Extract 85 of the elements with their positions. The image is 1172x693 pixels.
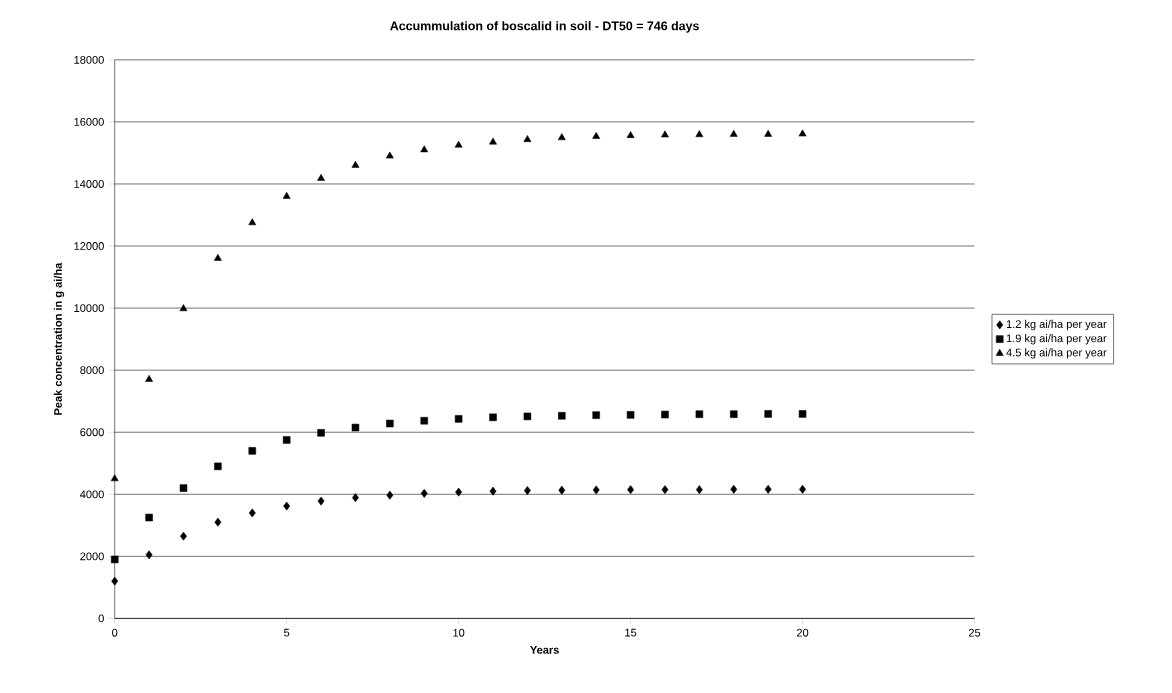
- x-tick-label: 25: [968, 628, 981, 637]
- point: [351, 423, 360, 432]
- point: [351, 160, 360, 168]
- point: [214, 253, 222, 261]
- point: [179, 304, 188, 311]
- point: [317, 496, 325, 506]
- point: [248, 447, 257, 455]
- point: [110, 555, 119, 564]
- point: [557, 133, 566, 140]
- point: [352, 493, 359, 503]
- legend-label: 1.2 kg ai/ha per year: [1006, 319, 1107, 331]
- point: [489, 137, 497, 145]
- point: [386, 419, 394, 428]
- y-tick-label: 18000: [74, 55, 104, 64]
- point: [798, 129, 807, 137]
- point: [454, 140, 463, 148]
- point: [386, 490, 394, 500]
- point: [798, 410, 807, 418]
- point: [180, 531, 187, 541]
- point: [627, 485, 634, 494]
- point: [730, 410, 738, 418]
- point: [283, 501, 291, 511]
- point: [729, 129, 738, 137]
- point: [145, 550, 153, 560]
- x-tick-label: 10: [453, 628, 465, 637]
- y-tick-label: 8000: [80, 366, 104, 374]
- point: [695, 410, 704, 418]
- y-tick-label: 2000: [80, 552, 104, 561]
- point: [558, 485, 566, 495]
- point: [455, 487, 463, 497]
- y-tick-label: 0: [98, 614, 104, 623]
- point: [523, 412, 532, 421]
- point: [558, 411, 566, 420]
- point: [248, 508, 256, 518]
- x-tick-label: 15: [625, 628, 637, 637]
- x-axis-title: Years: [530, 645, 559, 654]
- point: [764, 484, 772, 494]
- y-tick-label: 12000: [74, 242, 104, 250]
- point: [695, 485, 703, 494]
- point: [111, 576, 119, 586]
- y-tick-label: 10000: [74, 304, 104, 312]
- point: [282, 436, 291, 444]
- point: [661, 410, 669, 419]
- point: [764, 410, 772, 418]
- x-tick-label: 20: [796, 628, 809, 637]
- point: [145, 513, 153, 522]
- legend-label: 1.9 kg ai/ha per year: [1006, 333, 1107, 345]
- point: [145, 374, 153, 382]
- point: [592, 131, 601, 139]
- point: [317, 429, 325, 437]
- point: [214, 462, 222, 470]
- y-tick-label: 14000: [74, 179, 104, 188]
- point: [661, 130, 669, 138]
- point: [454, 415, 463, 423]
- point: [592, 411, 600, 419]
- point: [420, 416, 428, 425]
- point: [214, 517, 222, 527]
- y-tick-label: 6000: [80, 428, 104, 437]
- y-tick-label: 16000: [74, 117, 104, 126]
- point: [730, 484, 738, 494]
- point: [592, 485, 600, 495]
- x-tick-label: 0: [112, 628, 118, 637]
- point: [420, 145, 429, 153]
- y-tick-label: 4000: [80, 490, 104, 499]
- point: [385, 151, 394, 159]
- point: [110, 474, 119, 482]
- point: [764, 129, 773, 137]
- point: [248, 218, 257, 225]
- point: [626, 131, 635, 138]
- point: [661, 485, 669, 494]
- chart-title: Accummulation of boscalid in soil - DT50 = 746 days: [390, 21, 699, 33]
- point: [695, 130, 704, 137]
- point: [179, 484, 188, 492]
- legend-label: 4.5 kg ai/ha per year: [1006, 348, 1107, 359]
- x-tick-label: 5: [284, 628, 290, 637]
- point: [420, 488, 428, 498]
- point: [523, 135, 532, 142]
- point: [524, 486, 531, 495]
- point: [799, 484, 806, 494]
- y-axis-title: Peak concentration in g ai/ha: [53, 262, 65, 415]
- point: [282, 191, 291, 199]
- point: [626, 411, 635, 419]
- point: [317, 173, 325, 181]
- point: [489, 486, 497, 496]
- point: [489, 413, 497, 421]
